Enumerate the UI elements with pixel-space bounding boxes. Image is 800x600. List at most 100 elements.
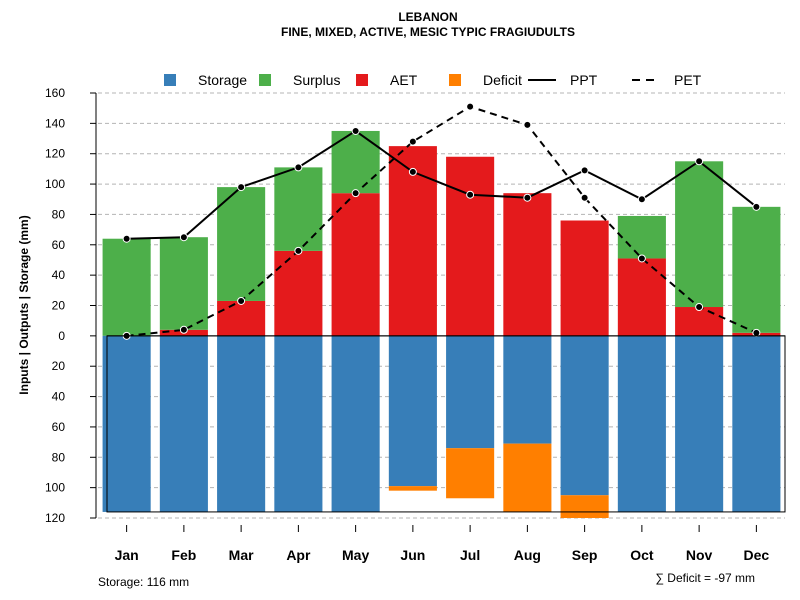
- pet-point: [179, 325, 188, 334]
- surplus-bar: [331, 130, 380, 194]
- legend-swatch: [164, 74, 176, 86]
- x-tick-label: Sep: [572, 547, 598, 563]
- aet-bar: [331, 193, 380, 336]
- y-tick-label: 120: [45, 147, 65, 161]
- legend-swatch: [449, 74, 461, 86]
- legend-item-surplus: Surplus: [259, 72, 340, 88]
- surplus-bar: [217, 187, 266, 301]
- storage-bar: [503, 335, 552, 444]
- y-tick-label: 160: [45, 86, 65, 100]
- ppt-point: [466, 190, 475, 199]
- storage-bar: [675, 335, 724, 512]
- deficit-bar: [388, 486, 437, 491]
- legend-swatch: [259, 74, 271, 86]
- y-tick-label: 20: [52, 359, 66, 373]
- pet-point: [294, 246, 303, 255]
- pet-point: [752, 328, 761, 337]
- x-tick-label: Jan: [115, 547, 139, 563]
- storage-bar: [159, 335, 208, 512]
- pet-point: [351, 189, 360, 198]
- axes-layer: 160 140 120 100 80 60 40 20 0 20 40 60 80 100 120 Jan Fe…: [45, 86, 786, 563]
- y-tick-label: 140: [45, 116, 65, 130]
- storage-bar: [617, 335, 666, 512]
- x-tick-label: Jun: [400, 547, 425, 563]
- pet-point: [523, 120, 532, 129]
- y-tick-label: 0: [58, 329, 65, 343]
- legend: Storage Surplus AET Deficit PPT PET: [164, 72, 702, 88]
- aet-bar: [617, 258, 666, 336]
- x-tick-label: May: [342, 547, 369, 563]
- y-tick-label: 80: [52, 207, 66, 221]
- y-tick-label: 40: [52, 390, 66, 404]
- storage-bar: [560, 335, 609, 496]
- y-axis-label: Inputs | Outputs | Storage (mm): [17, 215, 31, 394]
- y-tick-label: 60: [52, 238, 66, 252]
- pet-point: [466, 102, 475, 111]
- x-tick-label: Apr: [286, 547, 311, 563]
- deficit-bar: [503, 443, 552, 512]
- storage-bar: [274, 335, 323, 512]
- x-tick-label: Aug: [514, 547, 541, 563]
- chart-title: LEBANON: [398, 10, 457, 24]
- ppt-point: [523, 193, 532, 202]
- aet-bar: [503, 193, 552, 336]
- storage-note: Storage: 116 mm: [98, 575, 189, 589]
- pet-point: [637, 254, 646, 263]
- storage-bar: [446, 335, 495, 449]
- ppt-point: [580, 166, 589, 175]
- pet-line: [126, 105, 757, 337]
- aet-bar: [274, 250, 323, 336]
- storage-bar: [732, 335, 781, 512]
- y-tick-label: 120: [45, 511, 65, 525]
- legend-item-aet: AET: [356, 72, 418, 88]
- legend-label: PET: [674, 72, 702, 88]
- storage-bar: [331, 335, 380, 512]
- ppt-point: [237, 183, 246, 192]
- legend-item-pet: PET: [632, 72, 702, 88]
- legend-label: PPT: [570, 72, 598, 88]
- chart-subtitle: FINE, MIXED, ACTIVE, MESIC TYPIC FRAGIUD…: [281, 25, 575, 39]
- surplus-bar: [675, 161, 724, 308]
- legend-label: AET: [390, 72, 418, 88]
- legend-swatch: [356, 74, 368, 86]
- y-tick-label: 60: [52, 420, 66, 434]
- storage-bar: [217, 335, 266, 512]
- x-tick-label: Feb: [171, 547, 196, 563]
- y-tick-label: 100: [45, 481, 65, 495]
- surplus-bar: [617, 215, 666, 259]
- surplus-bar: [274, 167, 323, 251]
- x-tick-label: Oct: [630, 547, 654, 563]
- pet-point: [408, 137, 417, 146]
- legend-label: Storage: [198, 72, 247, 88]
- pet-point: [237, 296, 246, 305]
- storage-bar: [388, 335, 437, 487]
- y-tick-label: 40: [52, 268, 66, 282]
- pet-point: [580, 193, 589, 202]
- ppt-point: [294, 163, 303, 172]
- surplus-bar: [159, 237, 208, 330]
- surplus-bar: [102, 238, 151, 336]
- legend-label: Surplus: [293, 72, 340, 88]
- x-tick-label: Dec: [744, 547, 770, 563]
- ppt-point: [637, 195, 646, 204]
- ppt-line: [126, 129, 758, 240]
- aet-bar: [217, 300, 266, 336]
- ppt-point: [351, 126, 360, 135]
- aet-bar: [446, 156, 495, 336]
- aet-bar: [675, 307, 724, 336]
- x-tick-label: Nov: [686, 547, 713, 563]
- deficit-note: ∑ Deficit = -97 mm: [655, 571, 755, 585]
- y-tick-label: 20: [52, 299, 66, 313]
- x-tick-label: Mar: [229, 547, 254, 563]
- x-tick-label: Jul: [460, 547, 480, 563]
- storage-bar: [102, 335, 151, 512]
- ppt-point: [122, 234, 131, 243]
- deficit-bar: [560, 495, 609, 518]
- y-tick-label: 100: [45, 177, 65, 191]
- ppt-point: [752, 202, 761, 211]
- ppt-point: [179, 233, 188, 242]
- lines-layer: [122, 102, 761, 340]
- bars-layer: [102, 130, 781, 518]
- ppt-point: [408, 167, 417, 176]
